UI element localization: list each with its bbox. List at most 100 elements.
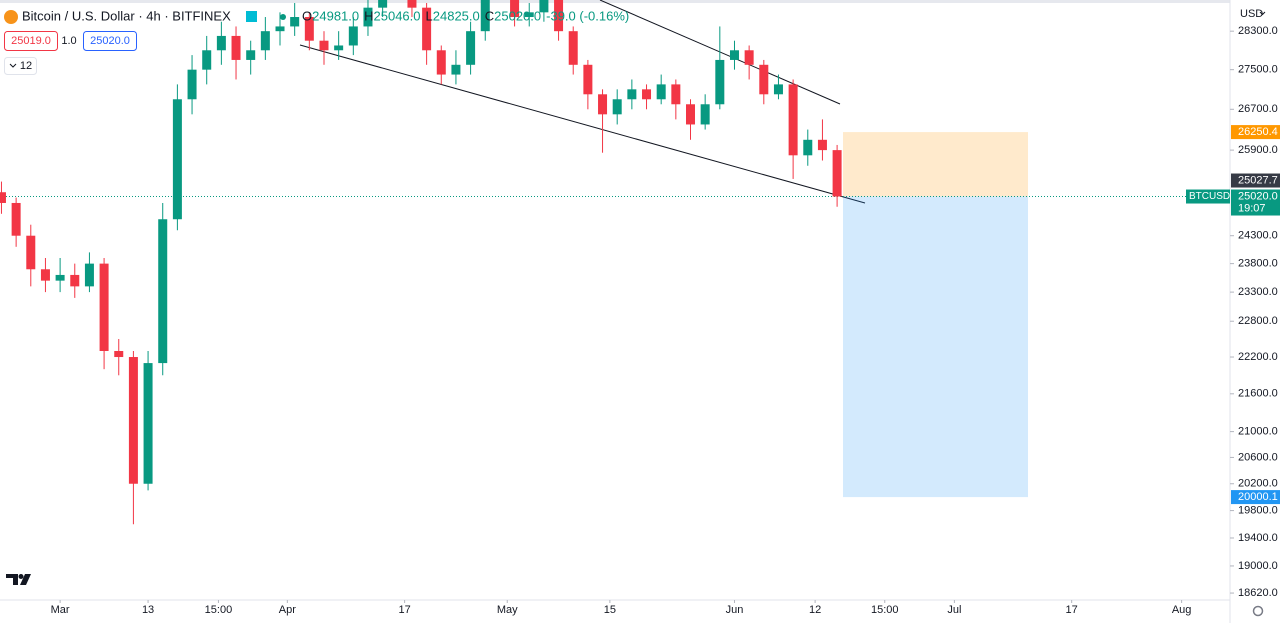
candle-body bbox=[114, 350, 124, 358]
candle-body bbox=[290, 17, 300, 27]
ohlc-value: 25020.0 bbox=[494, 8, 541, 23]
trendline-lower bbox=[299, 44, 866, 204]
ohlc-value: 25046.0 bbox=[374, 8, 421, 23]
y-tick-label: 21000.0 bbox=[1238, 426, 1278, 438]
candle-body bbox=[363, 7, 373, 27]
stop-zone bbox=[843, 132, 1028, 197]
price-axis bbox=[1230, 0, 1280, 623]
x-tick-label: 13 bbox=[142, 604, 154, 616]
x-tick-label: Jun bbox=[726, 604, 744, 616]
candle-body bbox=[612, 99, 622, 115]
countdown: 19:07 bbox=[1238, 202, 1266, 214]
candle-body bbox=[70, 274, 80, 287]
ohlc-value: 24825.0 bbox=[433, 8, 480, 23]
y-tick-label: 19000.0 bbox=[1238, 560, 1278, 572]
target-price-bg bbox=[1231, 490, 1280, 505]
candle-body bbox=[539, 0, 549, 13]
top-bar bbox=[0, 0, 1280, 3]
x-tick-label: 15:00 bbox=[205, 604, 233, 616]
ohlc-label: H bbox=[364, 8, 373, 23]
y-tick-label: 20600.0 bbox=[1238, 451, 1278, 463]
candle-body bbox=[524, 12, 534, 18]
candle-body bbox=[0, 192, 6, 203]
ask-box[interactable] bbox=[83, 31, 137, 51]
candle-body bbox=[128, 357, 138, 484]
candle-body bbox=[216, 35, 226, 51]
symbol-tag-bg bbox=[1186, 189, 1230, 204]
x-tick-label: 15 bbox=[604, 604, 616, 616]
y-tick-label: 23800.0 bbox=[1238, 258, 1278, 270]
currency[interactable]: USD bbox=[1240, 8, 1263, 20]
y-tick-label: 20200.0 bbox=[1238, 478, 1278, 490]
chevron-icon bbox=[9, 63, 17, 68]
y-tick-label: 27500.0 bbox=[1238, 64, 1278, 76]
candle-body bbox=[334, 45, 344, 51]
candle-body bbox=[656, 84, 666, 100]
candle-body bbox=[671, 84, 681, 105]
x-tick-label: 12 bbox=[809, 604, 821, 616]
candle-body bbox=[700, 104, 710, 125]
candle-body bbox=[642, 89, 652, 100]
x-tick-label: Aug bbox=[1172, 604, 1192, 616]
candle-body bbox=[407, 0, 417, 8]
candle-body bbox=[40, 269, 50, 281]
candle-body bbox=[510, 0, 520, 18]
tradingview-logo bbox=[6, 574, 31, 585]
candle-body bbox=[729, 50, 739, 60]
spread: 1.0 bbox=[61, 35, 76, 47]
candle-body bbox=[172, 99, 182, 220]
x-tick-label: 17 bbox=[1066, 604, 1078, 616]
ohlc-label: L bbox=[426, 8, 433, 23]
quote-boxes: 25019.0 1.0 25020.0 12 bbox=[4, 31, 137, 75]
y-tick-label: 22800.0 bbox=[1238, 315, 1278, 327]
candle-body bbox=[26, 235, 36, 270]
x-tick-label: 17 bbox=[398, 604, 410, 616]
ohlc-value: 24981.0 bbox=[312, 8, 359, 23]
x-tick-label: 15:00 bbox=[871, 604, 899, 616]
y-tick-label: 28300.0 bbox=[1238, 25, 1278, 37]
symbol-tag: BTCUSD bbox=[1189, 191, 1230, 202]
marker-price-bg bbox=[1231, 173, 1280, 188]
candle-body bbox=[84, 263, 94, 287]
y-tick-label: 18620.0 bbox=[1238, 587, 1278, 599]
candle-body bbox=[378, 0, 388, 8]
candle-body bbox=[231, 35, 241, 60]
last-price-bg bbox=[1231, 189, 1280, 216]
candle-body bbox=[803, 139, 813, 156]
candle-body bbox=[348, 26, 358, 46]
candle-body bbox=[832, 150, 842, 197]
indicators-count: 12 bbox=[20, 60, 32, 72]
settings-icon[interactable] bbox=[1252, 605, 1264, 617]
ohlc-value: -39.0 (-0.16%) bbox=[546, 8, 629, 23]
candle-body bbox=[627, 89, 637, 100]
y-tick-label: 19400.0 bbox=[1238, 532, 1278, 544]
target-zone bbox=[843, 196, 1028, 498]
x-tick-label: May bbox=[497, 604, 518, 616]
y-tick-label: 25900.0 bbox=[1238, 144, 1278, 156]
candle-body bbox=[744, 50, 754, 65]
flag-icon[interactable] bbox=[246, 11, 257, 22]
coin-icon bbox=[4, 10, 18, 24]
ohlc-values: O 24981.0 H 25046.0 L 24825.0 C 25020.0 -39.0 (-… bbox=[302, 8, 629, 23]
last-price: 25020.0 bbox=[1238, 190, 1278, 202]
candle-body bbox=[451, 64, 461, 75]
candle-body bbox=[260, 31, 270, 51]
x-tick-label: Mar bbox=[51, 604, 70, 616]
candle-body bbox=[304, 17, 314, 41]
y-tick-label: 22200.0 bbox=[1238, 351, 1278, 363]
indicators-toggle[interactable] bbox=[4, 57, 37, 75]
y-tick-label: 21600.0 bbox=[1238, 388, 1278, 400]
y-tick-label: 24300.0 bbox=[1238, 230, 1278, 242]
candle-body bbox=[55, 274, 65, 281]
candle-body bbox=[436, 50, 446, 75]
candle-body bbox=[568, 31, 578, 65]
ohlc-label: O bbox=[302, 8, 312, 23]
candle-body bbox=[554, 0, 564, 32]
candle-body bbox=[788, 84, 798, 156]
candle-body bbox=[319, 40, 329, 51]
bid-box[interactable] bbox=[4, 31, 58, 51]
candle-body bbox=[422, 7, 432, 51]
market-status bbox=[280, 14, 286, 20]
